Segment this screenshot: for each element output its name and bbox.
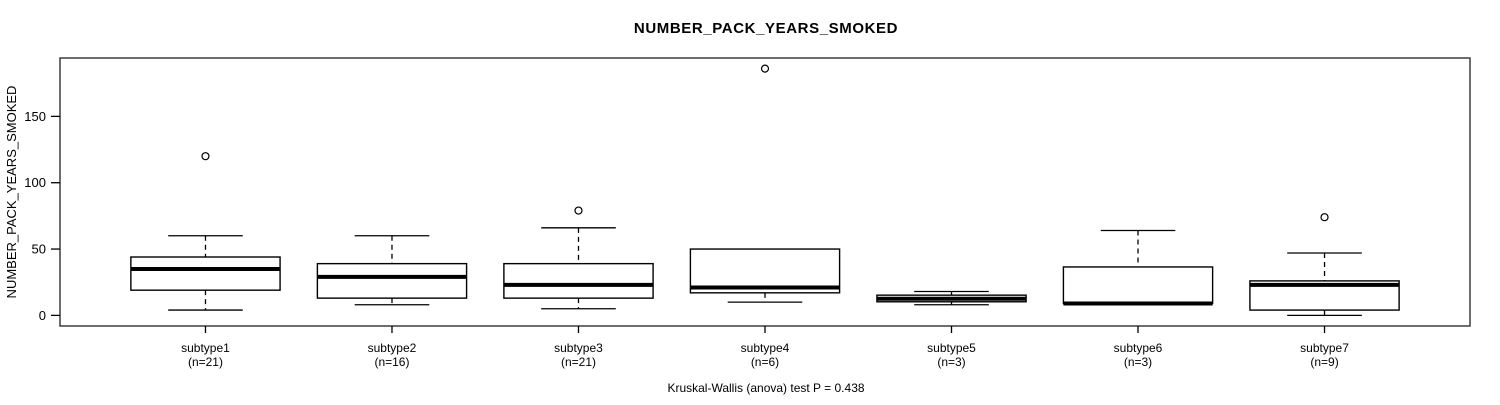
box-rect: [503, 262, 654, 299]
outlier-point: [201, 152, 210, 161]
y-axis-title: NUMBER_PACK_YEARS_SMOKED: [4, 86, 19, 299]
group-sublabel: (n=16): [374, 355, 409, 369]
boxplot-group: [503, 206, 654, 310]
group-sublabel: (n=3): [937, 355, 965, 369]
boxplot-group: [1249, 213, 1400, 317]
y-tick-label: 50: [32, 242, 46, 257]
group-label: subtype5: [927, 341, 976, 355]
box-rect: [130, 256, 281, 291]
outlier-point: [1320, 213, 1329, 222]
group-label: subtype3: [554, 341, 603, 355]
group-sublabel: (n=9): [1310, 355, 1338, 369]
group-label: subtype1: [181, 341, 230, 355]
y-tick-label: 100: [24, 175, 46, 190]
group-label: subtype6: [1114, 341, 1163, 355]
boxplot-group: [130, 152, 281, 311]
boxplot-group: [1062, 229, 1214, 306]
boxplot-group: [689, 64, 841, 303]
y-tick-label: 150: [24, 109, 46, 124]
group-label: subtype4: [741, 341, 790, 355]
box-rect: [316, 262, 468, 299]
footer-annotation: Kruskal-Wallis (anova) test P = 0.438: [667, 381, 864, 395]
box-rect: [1062, 266, 1214, 305]
outlier-point: [574, 206, 583, 215]
y-axis: 0 50 100 150: [24, 109, 60, 323]
boxplot-group: [316, 235, 468, 306]
group-label: subtype7: [1300, 341, 1349, 355]
outlier-point: [760, 64, 770, 73]
boxes-layer: [130, 64, 1400, 317]
x-labels: subtype1(n=21)subtype2(n=16)subtype3(n=2…: [181, 341, 1349, 369]
group-sublabel: (n=3): [1124, 355, 1152, 369]
group-label: subtype2: [368, 341, 417, 355]
y-tick-label: 0: [39, 308, 46, 323]
group-sublabel: (n=6): [751, 355, 779, 369]
chart-title: NUMBER_PACK_YEARS_SMOKED: [634, 20, 898, 37]
group-sublabel: (n=21): [188, 355, 223, 369]
x-axis: [204, 326, 1326, 333]
boxplot-group: [876, 290, 1027, 306]
group-sublabel: (n=21): [561, 355, 596, 369]
